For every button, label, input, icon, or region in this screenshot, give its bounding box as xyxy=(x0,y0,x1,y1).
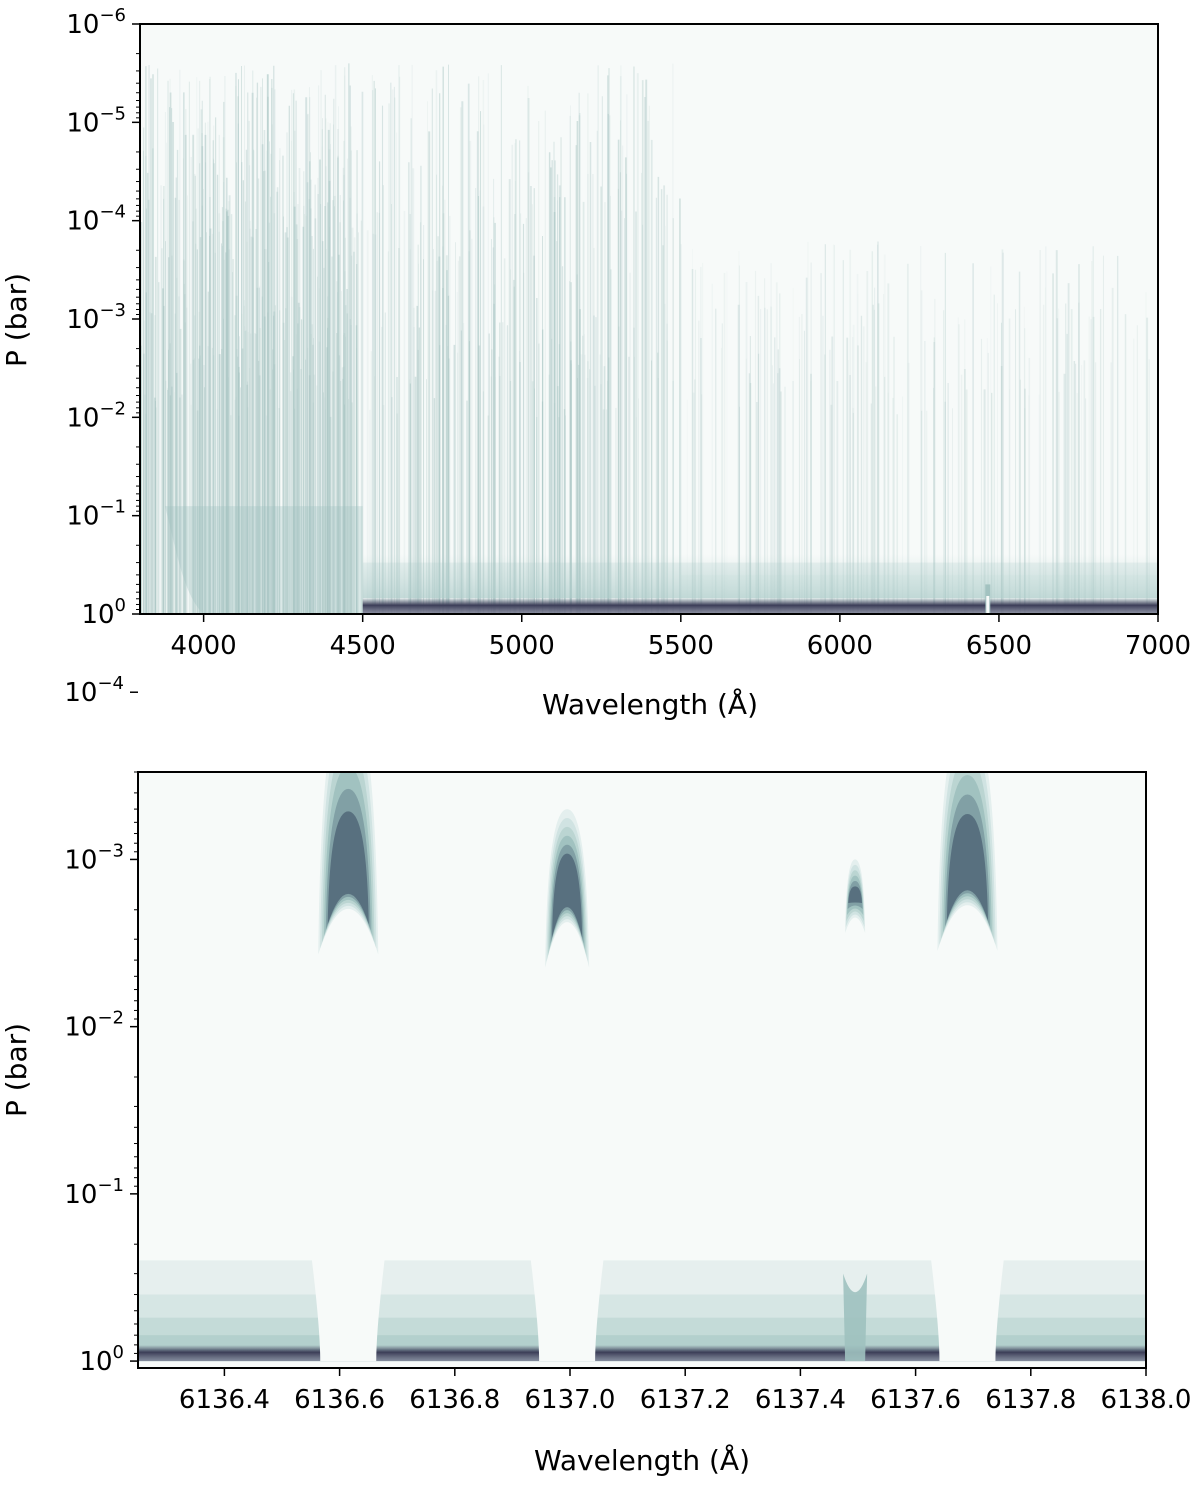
x-axis-label: Wavelength (Å) xyxy=(542,687,758,721)
x-tick-label: 6137.4 xyxy=(755,1385,846,1415)
x-tick-label: 5500 xyxy=(648,631,714,661)
line-core-dip xyxy=(843,1273,868,1362)
y-tick-label: 10−2 xyxy=(64,1008,124,1043)
y-tick-label: 10−3 xyxy=(66,300,126,335)
x-tick-label: 6500 xyxy=(966,631,1032,661)
x-tick-label: 6136.6 xyxy=(294,1385,385,1415)
x-tick-label: 6137.0 xyxy=(525,1385,616,1415)
line-core-gap xyxy=(917,1156,1018,1362)
x-tick-label: 6137.6 xyxy=(870,1385,961,1415)
x-tick-label: 4500 xyxy=(330,631,396,661)
y-tick-label: 10−2 xyxy=(66,398,126,433)
x-tick-label: 6137.2 xyxy=(640,1385,731,1415)
bottom-heatmap-panel: 100 10−1 10−2 10−3 10−4 6136.4 6136.6 6136.8 613… xyxy=(0,673,1191,1477)
x-tick-label: 6138.0 xyxy=(1101,1385,1192,1415)
heatmap-marks xyxy=(140,63,1158,614)
deep-band xyxy=(362,598,1158,614)
x-tick-label: 5000 xyxy=(489,631,555,661)
deep-band xyxy=(138,1345,1146,1362)
x-axis-label: Wavelength (Å) xyxy=(534,1443,750,1477)
x-tick-label: 4000 xyxy=(171,631,237,661)
line-core-gap xyxy=(517,1156,618,1362)
line-contour xyxy=(327,811,369,925)
y-tick-label: 10−4 xyxy=(66,202,126,237)
y-tick-label: 10−4 xyxy=(64,673,124,708)
heatmap-marks xyxy=(138,772,1146,1362)
line-contour xyxy=(552,853,583,938)
x-tick-label: 6137.8 xyxy=(985,1385,1076,1415)
top-heatmap-panel: 100 10−1 10−2 10−3 10−4 10−5 10−6 4000 4500 5000 5… xyxy=(0,5,1191,721)
y-axis-label: P (bar) xyxy=(0,273,33,367)
x-tick-label: 6136.4 xyxy=(179,1385,270,1415)
x-tick-label: 6136.8 xyxy=(409,1385,500,1415)
y-tick-label: 10−5 xyxy=(66,103,126,138)
axis-ticks: 100 10−1 10−2 10−3 10−4 10−5 10−6 4000 4500 5000 5… xyxy=(66,5,1191,661)
y-tick-label: 10−3 xyxy=(64,840,124,875)
y-tick-label: 100 xyxy=(81,595,126,630)
y-tick-label: 10−1 xyxy=(66,497,126,532)
y-tick-label: 10−1 xyxy=(64,1175,124,1210)
y-axis-label: P (bar) xyxy=(0,1023,33,1117)
y-tick-label: 100 xyxy=(79,1342,124,1377)
line-contour xyxy=(848,886,862,903)
line-contour xyxy=(946,813,988,921)
edge-cutout xyxy=(140,446,204,614)
plot-frame xyxy=(137,771,1147,1369)
deep-band-halo xyxy=(362,554,1158,598)
y-tick-label: 10−6 xyxy=(66,5,126,40)
axis-ticks: 100 10−1 10−2 10−3 10−4 6136.4 6136.6 6136.8 613… xyxy=(64,673,1191,1415)
line-core-gap xyxy=(298,1156,399,1362)
x-tick-label: 7000 xyxy=(1125,631,1191,661)
x-tick-label: 6000 xyxy=(807,631,873,661)
